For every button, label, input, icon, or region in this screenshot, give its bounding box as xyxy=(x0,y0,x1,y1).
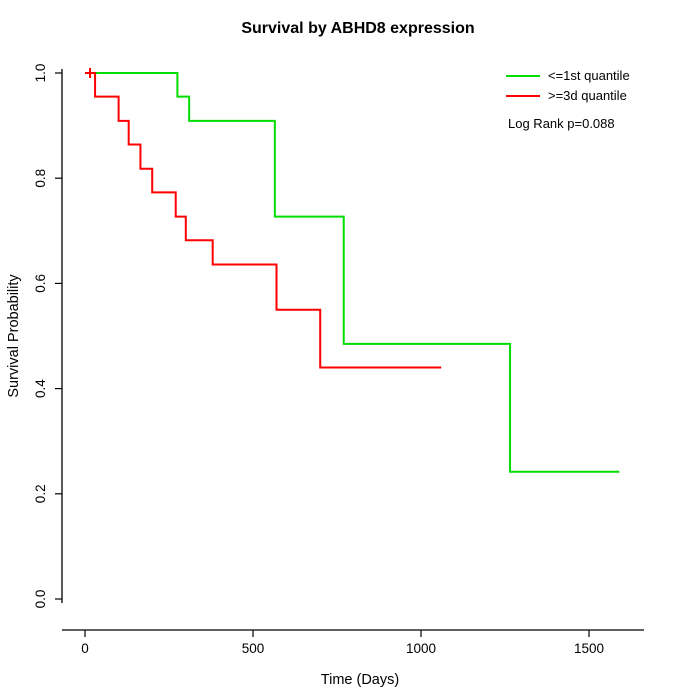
y-tick-label: 0.6 xyxy=(33,274,48,293)
x-axis-ticks: 0 500 1000 1500 xyxy=(81,630,604,656)
log-rank-pvalue: Log Rank p=0.088 xyxy=(508,116,615,131)
survival-curves xyxy=(85,68,620,473)
x-tick-label: 0 xyxy=(81,641,89,656)
x-tick-label: 1000 xyxy=(406,641,436,656)
y-tick-label: 1.0 xyxy=(33,64,48,83)
x-tick-label: 1500 xyxy=(574,641,604,656)
x-axis: 0 500 1000 1500 Time (Days) xyxy=(62,629,644,688)
y-tick-label: 0.0 xyxy=(33,590,48,609)
survival-curve-green xyxy=(85,72,620,473)
legend-label-third-quantile: >=3d quantile xyxy=(548,88,627,103)
y-tick-label: 0.2 xyxy=(33,484,48,503)
legend: <=1st quantile >=3d quantile Log Rank p=… xyxy=(506,68,630,131)
y-tick-label: 0.8 xyxy=(33,169,48,188)
y-axis: 0.0 0.2 0.4 0.6 0.8 1.0 Survival Probability xyxy=(6,64,63,609)
survival-curve-red xyxy=(85,72,442,369)
y-tick-label: 0.4 xyxy=(33,379,48,398)
plot-title: Survival by ABHD8 expression xyxy=(241,20,474,37)
legend-label-first-quantile: <=1st quantile xyxy=(548,68,630,83)
x-axis-label: Time (Days) xyxy=(321,672,399,688)
y-axis-ticks: 0.0 0.2 0.4 0.6 0.8 1.0 xyxy=(33,64,62,609)
x-tick-label: 500 xyxy=(242,641,265,656)
y-axis-label: Survival Probability xyxy=(6,274,22,398)
